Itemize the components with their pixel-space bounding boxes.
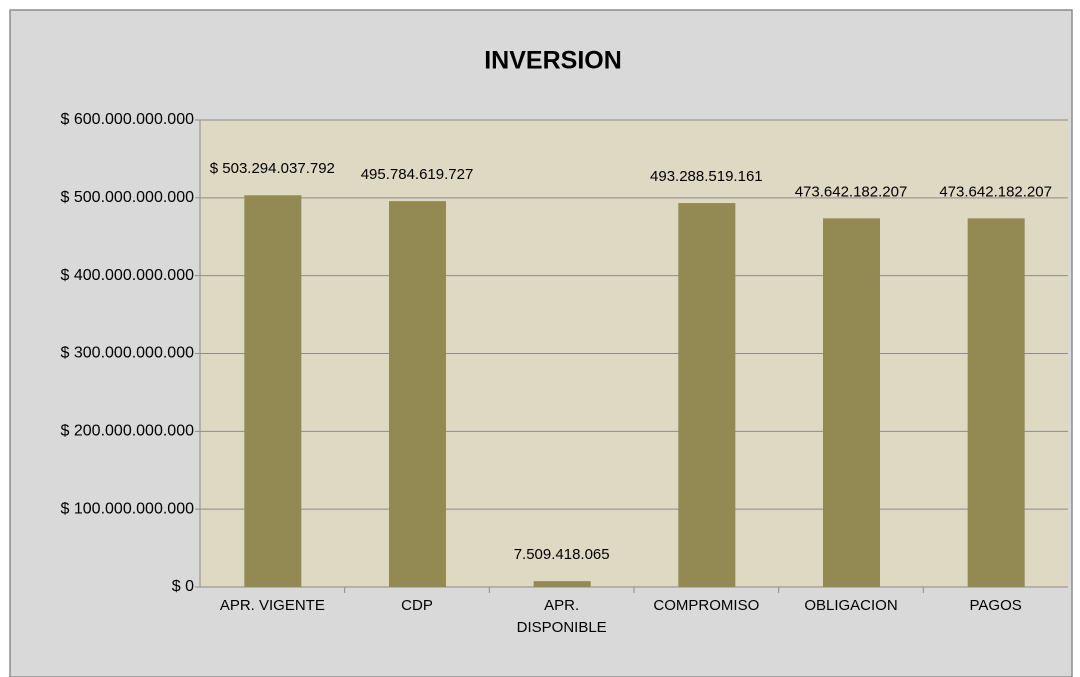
y-tick-label: $ 300.000.000.000 — [61, 345, 195, 362]
value-label: $ 503.294.037.792 — [210, 160, 335, 177]
value-label: 495.784.619.727 — [361, 166, 474, 183]
chart-title: INVERSION — [484, 47, 622, 75]
y-tick-label: $ 100.000.000.000 — [61, 500, 195, 517]
x-tick-label: PAGOS — [969, 597, 1022, 614]
value-label: 7.509.418.065 — [514, 546, 610, 563]
x-tick-label: APR. VIGENTE — [219, 597, 325, 614]
y-tick-label: $ 400.000.000.000 — [61, 267, 195, 284]
y-tick-label: $ 0 — [172, 578, 194, 595]
y-tick-label: $ 500.000.000.000 — [61, 189, 195, 206]
bar — [967, 218, 1025, 587]
x-tick-label: OBLIGACION — [804, 597, 898, 614]
value-label: 473.642.182.207 — [939, 183, 1052, 200]
bar — [244, 195, 302, 587]
bar — [823, 218, 880, 587]
y-tick-label: $ 600.000.000.000 — [61, 111, 195, 128]
value-label: 473.642.182.207 — [795, 183, 908, 200]
x-tick-label: APR. DISPONIBLE — [516, 597, 607, 636]
value-label: 493.288.519.161 — [650, 168, 763, 185]
bar — [533, 581, 591, 587]
bar — [389, 201, 446, 587]
x-tick-label: COMPROMISO — [653, 597, 760, 614]
bar — [678, 203, 736, 587]
y-tick-label: $ 200.000.000.000 — [61, 423, 195, 440]
x-tick-label: CDP — [401, 597, 433, 614]
